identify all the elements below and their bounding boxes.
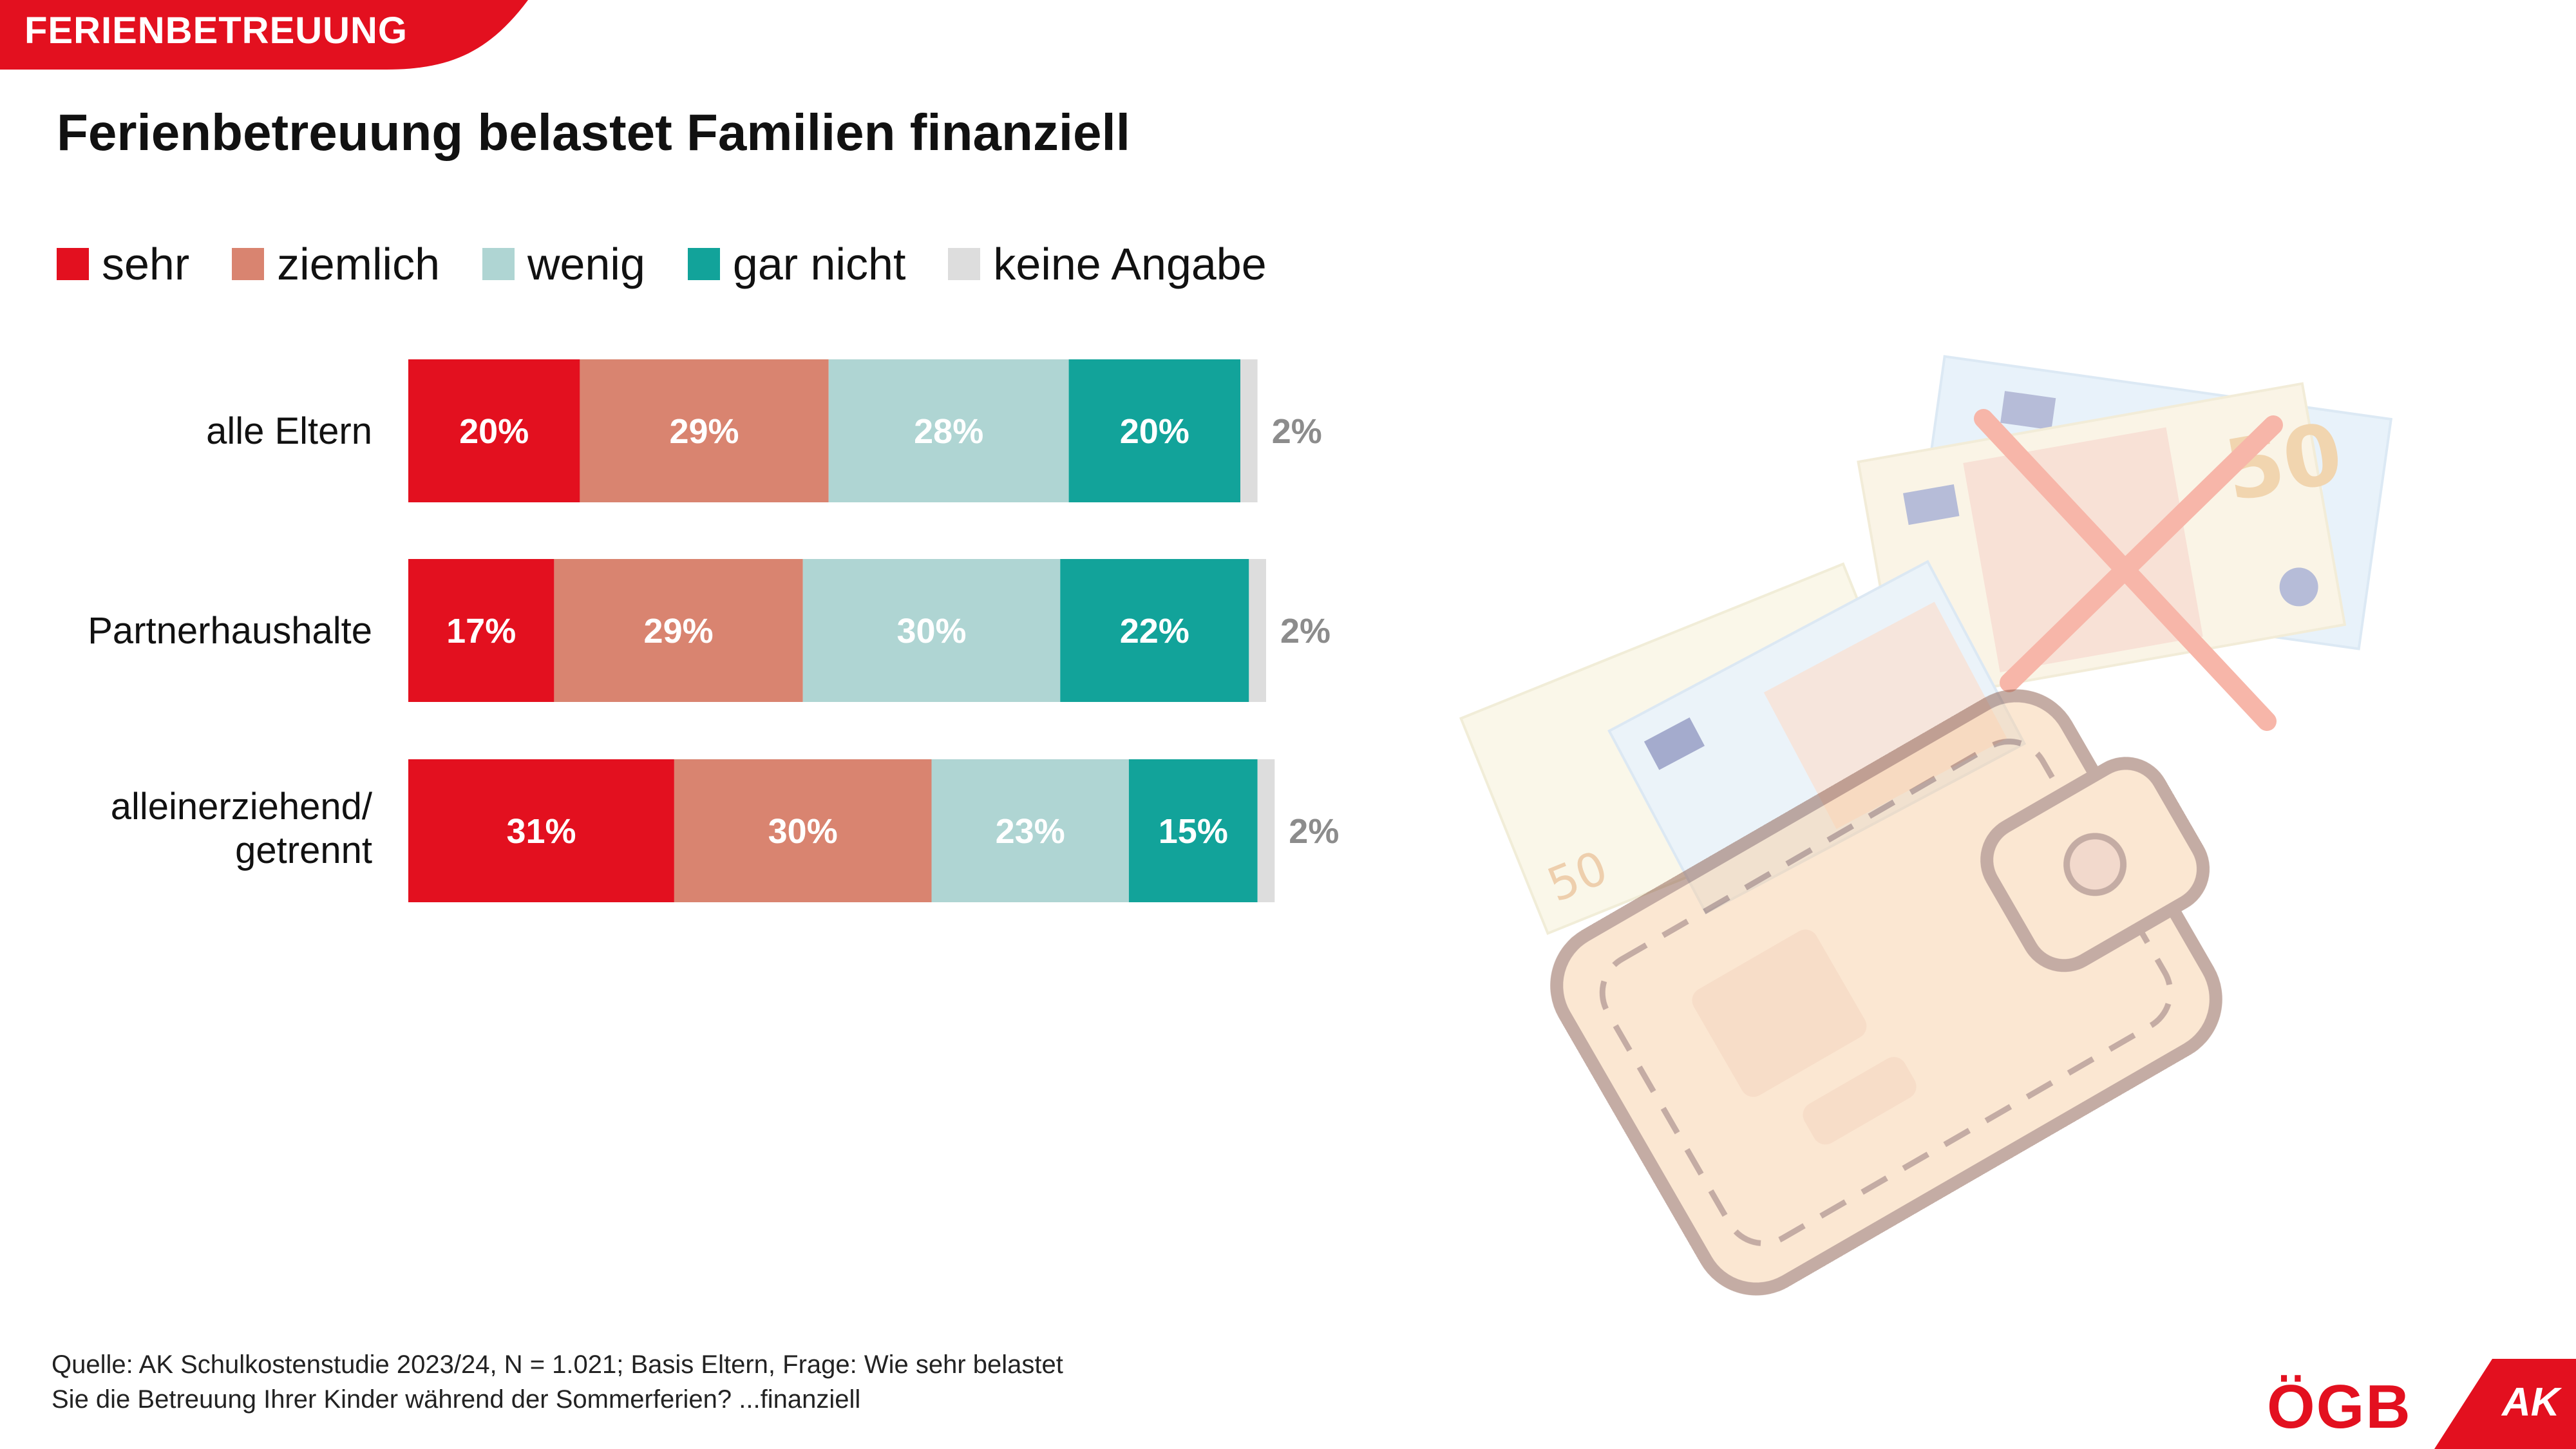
bar-sehr-0 — [408, 359, 580, 502]
bar-keine-angabe-1 — [1249, 559, 1266, 702]
data-label-ziemlich-0: 29% — [669, 412, 739, 451]
bar-wenig-0 — [828, 359, 1069, 502]
bar-wenig-1 — [802, 559, 1061, 702]
bar-wenig-2 — [931, 759, 1129, 902]
data-label-sehr-1: 17% — [446, 612, 516, 650]
chart-title: Ferienbetreuung belastet Familien finanz… — [57, 104, 1130, 161]
legend-swatch — [948, 248, 981, 280]
source-note-line-2: Sie die Betreuung Ihrer Kinder während d… — [52, 1385, 861, 1414]
bar-sehr-2 — [408, 759, 674, 902]
category-label: Partnerhaushalte — [88, 610, 372, 652]
ak-logo-text: AK — [2501, 1380, 2562, 1425]
data-label-wenig-2: 23% — [996, 812, 1065, 851]
ogb-logo: ÖGB — [2267, 1372, 2412, 1441]
bar-gar-nicht-1 — [1060, 559, 1249, 702]
legend-item-sehr: sehr — [57, 238, 189, 290]
bar-keine-angabe-2 — [1257, 759, 1275, 902]
data-label-gar-nicht-2: 15% — [1159, 812, 1228, 851]
legend-swatch — [57, 248, 89, 280]
data-label-sehr-2: 31% — [506, 812, 576, 851]
legend-label: keine Angabe — [993, 239, 1267, 289]
bar-ziemlich-2 — [674, 759, 932, 902]
source-note: Quelle: AK Schulkostenstudie 2023/24, N … — [52, 1347, 1063, 1417]
legend-label: wenig — [527, 239, 645, 289]
header-tag — [0, 0, 528, 70]
legend-label: sehr — [102, 239, 190, 289]
legend-label: ziemlich — [277, 239, 440, 289]
data-label-keine-angabe-1: 2% — [1280, 612, 1331, 650]
chart-legend: sehr ziemlich wenig gar nicht keine Angabe — [57, 238, 1309, 290]
bar-keine-angabe-0 — [1240, 359, 1258, 502]
data-label-wenig-0: 28% — [914, 412, 983, 451]
legend-item-ziemlich: ziemlich — [232, 238, 440, 290]
category-label: alle Eltern — [206, 410, 372, 452]
bar-ziemlich-1 — [554, 559, 803, 702]
legend-item-gar-nicht: gar nicht — [687, 238, 906, 290]
legend-swatch — [232, 248, 265, 280]
legend-item-keine-angabe: keine Angabe — [948, 238, 1267, 290]
legend-label: gar nicht — [732, 239, 906, 289]
bar-gar-nicht-0 — [1068, 359, 1240, 502]
data-label-ziemlich-2: 30% — [768, 812, 838, 851]
legend-swatch — [687, 248, 720, 280]
bar-ziemlich-0 — [580, 359, 829, 502]
ak-logo: AK — [2434, 1359, 2576, 1449]
data-label-sehr-0: 20% — [459, 412, 529, 451]
legend-item-wenig: wenig — [482, 238, 645, 290]
data-label-wenig-1: 30% — [896, 612, 966, 650]
header-tag-label: FERIENBETREUUNG — [24, 10, 408, 52]
legend-swatch — [482, 248, 515, 280]
stacked-bar-chart: alle Eltern 20% 29% 28% 20% 2% Partnerhaushalt… — [88, 359, 1339, 902]
data-label-gar-nicht-0: 20% — [1120, 412, 1189, 451]
cross-icon — [1974, 409, 2283, 731]
data-label-ziemlich-1: 29% — [644, 612, 714, 650]
data-label-keine-angabe-0: 2% — [1272, 412, 1322, 451]
bar-gar-nicht-2 — [1128, 759, 1258, 902]
source-note-line-1: Quelle: AK Schulkostenstudie 2023/24, N … — [52, 1350, 1063, 1379]
data-label-gar-nicht-1: 22% — [1120, 612, 1189, 650]
wallet-illustration: 50 50 — [1459, 355, 2393, 1296]
bar-sehr-1 — [408, 559, 554, 702]
category-label: alleinerziehend/getrennt — [111, 786, 373, 871]
data-label-keine-angabe-2: 2% — [1289, 812, 1339, 851]
